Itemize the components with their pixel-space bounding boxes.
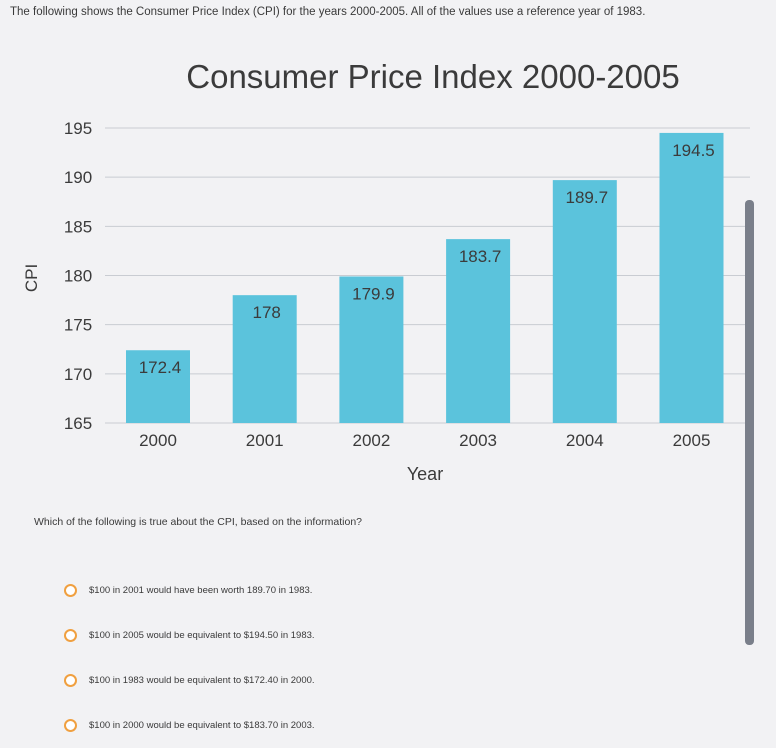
question-text: Which of the following is true about the…	[34, 516, 363, 528]
y-tick-label: 175	[64, 316, 92, 335]
x-axis-label: Year	[407, 464, 443, 484]
x-tick-label: 2004	[566, 431, 604, 450]
x-tick-label: 2000	[139, 431, 177, 450]
intro-text: The following shows the Consumer Price I…	[10, 6, 646, 18]
y-axis-label: CPI	[22, 264, 41, 292]
data-label: 172.4	[139, 358, 182, 377]
data-label: 178	[253, 303, 281, 322]
x-tick-label: 2003	[459, 431, 497, 450]
bar	[446, 239, 511, 423]
data-label: 183.7	[459, 247, 502, 266]
radio-button[interactable]	[64, 629, 77, 642]
x-tick-label: 2001	[246, 431, 284, 450]
chart-svg: 165 170 175 180 185 190 195 172.4 2000 178 2001 179…	[22, 119, 750, 484]
answer-options: $100 in 2001 would have been worth 189.7…	[64, 568, 315, 748]
bar	[552, 180, 617, 423]
radio-button[interactable]	[64, 584, 77, 597]
option-label: $100 in 2001 would have been worth 189.7…	[89, 585, 313, 596]
y-tick-label: 180	[64, 267, 92, 286]
x-tick-label: 2005	[673, 431, 711, 450]
y-tick-label: 195	[64, 119, 92, 138]
option-label: $100 in 1983 would be equivalent to $172…	[89, 675, 315, 686]
y-tick-label: 165	[64, 414, 92, 433]
answer-option[interactable]: $100 in 2000 would be equivalent to $183…	[64, 703, 315, 748]
radio-button[interactable]	[64, 719, 77, 732]
bar	[659, 132, 724, 423]
answer-option[interactable]: $100 in 2005 would be equivalent to $194…	[64, 613, 315, 658]
bar	[339, 276, 404, 423]
y-tick-label: 185	[64, 217, 92, 236]
scrollbar[interactable]	[745, 200, 754, 645]
cpi-chart: Consumer Price Index 2000-2005 165 170 175…	[0, 50, 776, 500]
y-tick-label: 170	[64, 365, 92, 384]
option-label: $100 in 2000 would be equivalent to $183…	[89, 720, 315, 731]
y-tick-label: 190	[64, 168, 92, 187]
data-label: 179.9	[352, 284, 395, 303]
radio-button[interactable]	[64, 674, 77, 687]
data-label: 194.5	[672, 141, 715, 160]
option-label: $100 in 2005 would be equivalent to $194…	[89, 630, 315, 641]
data-label: 189.7	[566, 188, 609, 207]
bar	[126, 350, 190, 423]
bar	[232, 295, 297, 423]
chart-title: Consumer Price Index 2000-2005	[186, 58, 680, 95]
x-tick-label: 2002	[352, 431, 390, 450]
answer-option[interactable]: $100 in 1983 would be equivalent to $172…	[64, 658, 315, 703]
answer-option[interactable]: $100 in 2001 would have been worth 189.7…	[64, 568, 315, 613]
